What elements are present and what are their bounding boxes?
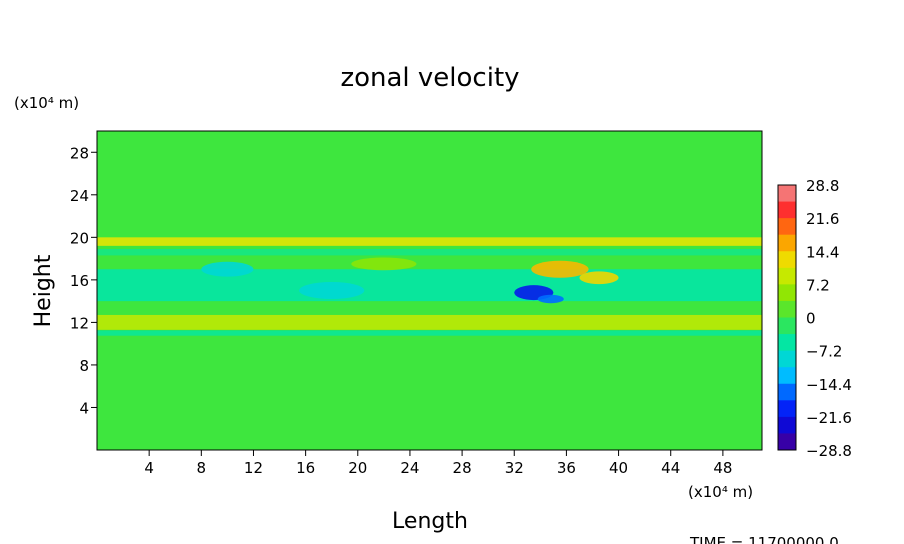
y-axis-ticks: 4 8 12 16 20 24 28	[70, 144, 97, 417]
colorbar-tick-label: −21.6	[806, 409, 852, 427]
chart-title: zonal velocity	[340, 63, 519, 93]
colorbar-swatch	[778, 317, 796, 335]
colorbar-tick-label: 0	[806, 310, 816, 328]
colorbar-swatch	[778, 185, 796, 203]
x-tick-label: 48	[713, 459, 732, 477]
colorbar	[777, 184, 797, 451]
x-tick-label: 12	[244, 459, 263, 477]
velocity-band-4	[97, 269, 762, 302]
y-tick-label: 28	[70, 144, 89, 162]
x-tick-label: 4	[144, 459, 154, 477]
x-tick-label: 44	[661, 459, 680, 477]
colorbar-swatch	[778, 367, 796, 385]
x-tick-label: 24	[400, 459, 419, 477]
x-unit-label: (x10⁴ m)	[688, 483, 753, 501]
y-axis-label: Height	[31, 254, 56, 327]
colorbar-tick-label: −28.8	[806, 442, 852, 460]
x-tick-label: 32	[505, 459, 524, 477]
colorbar-tick-label: 7.2	[806, 276, 830, 294]
x-tick-label: 16	[296, 459, 315, 477]
colorbar-tick-label: 28.8	[806, 177, 839, 195]
velocity-blob-5	[531, 260, 589, 278]
x-tick-label: 20	[348, 459, 367, 477]
velocity-blob-6	[579, 271, 619, 285]
colorbar-swatch	[778, 284, 796, 302]
colorbar-swatch	[778, 218, 796, 236]
colorbar-swatch	[778, 400, 796, 418]
plot-frame	[96, 130, 763, 451]
colorbar-tick-label: −7.2	[806, 343, 842, 361]
velocity-blob-10	[299, 281, 365, 300]
plot-area	[97, 131, 762, 450]
x-tick-label: 36	[557, 459, 576, 477]
colorbar-swatch	[778, 201, 796, 219]
colorbar-swatch	[778, 433, 796, 451]
y-tick-label: 20	[70, 229, 89, 247]
colorbar-swatch	[778, 234, 796, 252]
y-tick-label: 16	[70, 272, 89, 290]
x-axis-label: Length	[392, 509, 468, 534]
x-tick-label: 8	[197, 459, 207, 477]
colorbar-swatch	[778, 300, 796, 318]
colorbar-tick-label: −14.4	[806, 376, 852, 394]
colorbar-swatch	[778, 350, 796, 368]
colorbar-swatch	[778, 416, 796, 434]
colorbar-labels: 28.8 21.6 14.4 7.2 0 −7.2 −14.4 −21.6 −28.8	[806, 177, 852, 460]
colorbar-tick-label: 21.6	[806, 210, 839, 228]
y-tick-label: 24	[70, 187, 89, 205]
velocity-band-2	[97, 314, 762, 330]
x-tick-label: 28	[453, 459, 472, 477]
colorbar-swatch	[778, 251, 796, 269]
x-axis-ticks: 4 8 12 16 20 24 28 32 36 40 44 48	[144, 450, 732, 477]
y-tick-label: 4	[79, 399, 89, 417]
colorbar-frame	[777, 184, 797, 451]
velocity-blob-11	[351, 257, 417, 271]
velocity-band-3	[97, 330, 762, 336]
x-tick-label: 40	[609, 459, 628, 477]
velocity-blob-9	[201, 261, 254, 277]
colorbar-swatch	[778, 383, 796, 401]
y-tick-label: 8	[79, 357, 89, 375]
time-stamp: TIME = 11700000.0	[689, 534, 839, 544]
colorbar-swatch	[778, 334, 796, 352]
y-tick-label: 12	[70, 314, 89, 332]
velocity-band-1	[97, 249, 762, 256]
colorbar-swatch	[778, 267, 796, 285]
velocity-features	[97, 237, 762, 336]
velocity-blob-8	[537, 294, 564, 304]
velocity-band-0	[97, 237, 762, 246]
y-unit-label: (x10⁴ m)	[14, 94, 79, 112]
colorbar-tick-label: 14.4	[806, 243, 839, 261]
